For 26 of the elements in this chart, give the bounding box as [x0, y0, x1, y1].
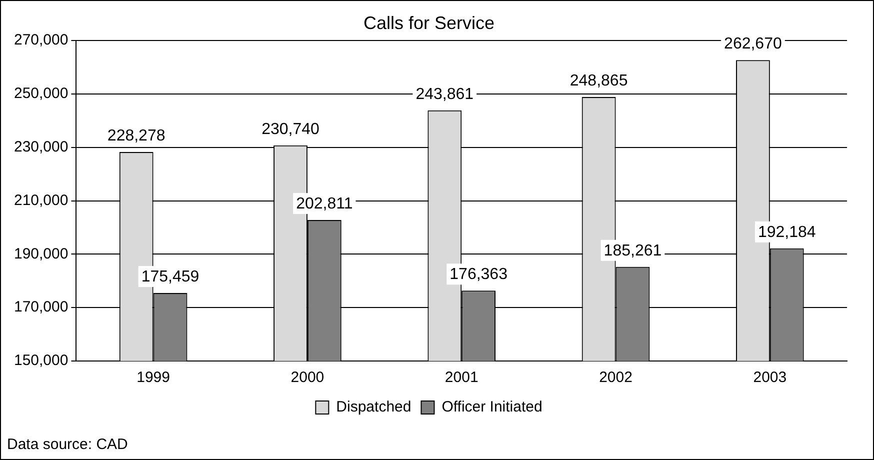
data-label: 262,670	[724, 36, 782, 53]
y-tick-label: 150,000	[14, 352, 68, 370]
data-label: 243,861	[416, 86, 474, 103]
y-tick-label: 250,000	[14, 85, 68, 102]
data-label: 230,740	[262, 120, 320, 138]
legend-label: Officer Initiated	[442, 398, 542, 416]
y-tick-label: 230,000	[14, 138, 68, 156]
source-note: Data source: CAD	[7, 436, 128, 453]
data-label: 248,865	[570, 72, 628, 90]
data-label: 175,459	[141, 268, 200, 286]
x-tick-label: 1999	[136, 369, 170, 386]
data-label: 185,261	[604, 242, 662, 260]
data-label: 202,811	[296, 195, 353, 212]
y-tick-label: 170,000	[14, 298, 68, 316]
legend-label: Dispatched	[336, 398, 412, 416]
x-tick-label: 2000	[290, 369, 324, 386]
data-label: 192,184	[758, 224, 816, 241]
x-tick-label: 2003	[753, 369, 787, 386]
y-tick-label: 190,000	[14, 245, 68, 262]
x-tick-label: 2001	[444, 369, 478, 386]
x-tick-label: 2002	[599, 369, 632, 386]
data-label: 176,363	[450, 266, 508, 284]
y-tick-label: 270,000	[14, 32, 68, 49]
y-tick-label: 210,000	[14, 192, 68, 209]
data-label: 228,278	[107, 127, 166, 144]
chart-title: Calls for Service	[363, 12, 495, 33]
